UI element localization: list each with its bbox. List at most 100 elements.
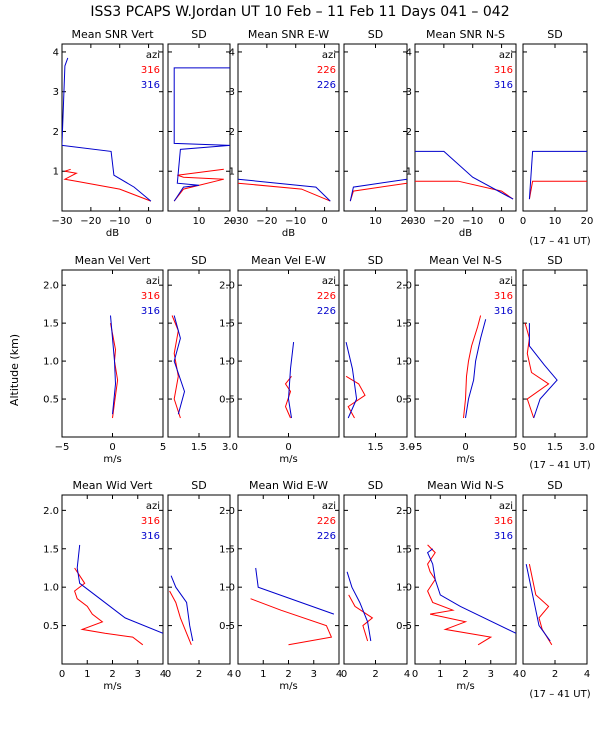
vel-n-s-series-blue (465, 319, 487, 419)
wid-n-s-main-x-tick-label: 4 (513, 669, 519, 680)
vel-n-s-main-x-tick-label: 5 (513, 442, 519, 453)
period-note-vel: (17 – 41 UT) (529, 460, 590, 471)
vel-e-w-sd-title: SD (368, 254, 383, 267)
wid-vert-main-x-tick-label: 1 (84, 669, 90, 680)
wid-n-s-azi-value-red: 316 (494, 516, 513, 527)
vel-e-w-sd-series-group (345, 341, 366, 419)
vel-n-s-sd-series-group (524, 322, 558, 419)
snr-n-s-sd-x-tick-label: 0 (520, 216, 526, 227)
panel-wid-vert: 0 1 2 3 4 0.5 1.0 1.5 2.0 Mean Wid Vert m/s azi 316 3… (43, 479, 233, 692)
vel-vert-main-x-tick-label: −5 (55, 442, 70, 453)
snr-e-w-sd-x-tick-label: 10 (369, 216, 382, 227)
snr-vert-series-group (62, 57, 152, 202)
vel-e-w-title: Mean Vel E-W (251, 254, 326, 267)
snr-vert-main-y-tick-label: 4 (53, 47, 59, 58)
snr-vert-sd-series-red (173, 168, 224, 202)
wid-e-w-sd-x-tick-label: 2 (372, 669, 378, 680)
snr-n-s-azi-value-blue: 316 (494, 80, 513, 91)
wid-vert-sd-series-group (169, 575, 194, 645)
vel-n-s-sd-title: SD (547, 254, 562, 267)
snr-n-s-sd-series-red (528, 180, 587, 200)
snr-e-w-sd-frame (343, 43, 408, 212)
snr-e-w-series-blue (238, 178, 331, 202)
snr-e-w-title: Mean SNR E-W (248, 28, 329, 41)
wid-n-s-main-y-tick-label: 1.5 (396, 544, 412, 555)
wid-e-w-main-x-tick-label: 3 (311, 669, 317, 680)
snr-e-w-sd-title: SD (368, 28, 383, 41)
snr-e-w-series-group (238, 178, 331, 202)
wid-e-w-sd-series-red (348, 594, 374, 642)
vel-vert-sd-series-blue (173, 315, 186, 415)
wid-n-s-sd-x-tick-label: 2 (552, 669, 558, 680)
wid-e-w-sd-x-tick-label: 4 (404, 669, 410, 680)
wid-vert-main-y-tick-label: 1.5 (43, 544, 59, 555)
wid-vert-main-y-tick-label: 2.0 (43, 506, 59, 517)
snr-e-w-x-label: dB (282, 228, 295, 239)
vel-e-w-azi-value-blue: 226 (317, 306, 336, 317)
wid-e-w-main-x-tick-label: 0 (235, 669, 241, 680)
vel-n-s-azi-value-blue: 316 (494, 306, 513, 317)
snr-n-s-main-x-tick-label: −30 (404, 216, 425, 227)
wid-n-s-main-x-tick-label: 0 (412, 669, 418, 680)
snr-e-w-main-x-tick-label: −10 (285, 216, 306, 227)
snr-e-w-main-frame (237, 43, 340, 212)
vel-e-w-x-label: m/s (279, 454, 297, 465)
vel-vert-sd-frame (167, 269, 231, 438)
wid-n-s-main-x-tick-label: 1 (437, 669, 443, 680)
snr-vert-sd-x-tick-label: 20 (224, 216, 237, 227)
snr-vert-main-y-tick-label: 3 (53, 87, 59, 98)
vel-e-w-sd-x-tick-label: 3.0 (399, 442, 415, 453)
wid-e-w-main-y-tick-label: 2.0 (219, 506, 235, 517)
snr-vert-title: Mean SNR Vert (71, 28, 154, 41)
snr-vert-main-x-tick-label: 0 (145, 216, 151, 227)
vel-n-s-main-y-tick-label: 0.5 (396, 395, 412, 406)
vel-n-s-sd-x-tick-label: 0 (520, 442, 526, 453)
wid-vert-main-x-tick-label: 3 (135, 669, 141, 680)
snr-n-s-main-x-tick-label: −20 (433, 216, 454, 227)
vel-vert-azi-value-red: 316 (141, 291, 160, 302)
snr-e-w-series-red (238, 182, 331, 202)
panel-vel-e-w: 0 0.5 1.0 1.5 2.0 Mean Vel E-W m/s azi 226 226 1.5… (219, 254, 415, 465)
vel-vert-sd-x-tick-label: 3.0 (222, 442, 238, 453)
snr-vert-main-x-tick-label: −10 (109, 216, 130, 227)
vel-n-s-x-label: m/s (456, 454, 474, 465)
vel-e-w-main-y-tick-label: 1.5 (219, 319, 235, 330)
snr-vert-series-blue (62, 57, 152, 202)
vel-n-s-main-x-tick-label: 0 (462, 442, 468, 453)
wid-vert-series-red (74, 567, 144, 646)
vel-vert-sd-series-group (171, 315, 186, 419)
vel-n-s-sd-x-tick-label: 1.5 (547, 442, 563, 453)
snr-n-s-sd-series-group (528, 150, 587, 200)
vel-vert-main-y-tick-label: 0.5 (43, 395, 59, 406)
vel-n-s-title: Mean Vel N-S (429, 254, 502, 267)
wid-e-w-x-label: m/s (279, 681, 297, 692)
panel-snr-vert: −30 −20 −10 0 1 2 3 4 Mean SNR Vert dB azi 316 316 10… (51, 28, 236, 239)
wid-n-s-x-label: m/s (456, 681, 474, 692)
wid-vert-azi-value-blue: 316 (141, 531, 160, 542)
wid-e-w-sd-title: SD (368, 479, 383, 492)
wid-n-s-sd-x-tick-label: 4 (584, 669, 590, 680)
vel-e-w-series-group (284, 342, 295, 419)
vel-n-s-sd-series-blue (528, 323, 558, 419)
snr-n-s-sd-frame (522, 43, 588, 212)
snr-vert-main-y-tick-label: 1 (53, 167, 59, 178)
snr-n-s-series-blue (415, 150, 514, 200)
wid-vert-sd-frame (167, 494, 231, 665)
wid-e-w-azi-value-red: 226 (317, 516, 336, 527)
snr-n-s-main-y-tick-label: 4 (406, 47, 412, 58)
wid-e-w-series-red (250, 598, 333, 646)
snr-e-w-main-y-tick-label: 4 (229, 47, 235, 58)
wid-vert-sd-x-tick-label: 0 (165, 669, 171, 680)
vel-vert-sd-x-tick-label: 1.5 (191, 442, 207, 453)
snr-vert-main-frame (61, 43, 164, 212)
wid-e-w-sd-x-tick-label: 0 (341, 669, 347, 680)
snr-vert-main-x-tick-label: −30 (51, 216, 72, 227)
wid-e-w-azi-label: azi (322, 501, 336, 512)
vel-n-s-main-x-tick-label: −5 (408, 442, 423, 453)
snr-n-s-title: Mean SNR N-S (426, 28, 505, 41)
vel-e-w-sd-frame (343, 269, 408, 438)
wid-e-w-series-blue (255, 567, 335, 615)
snr-n-s-main-y-tick-label: 2 (406, 127, 412, 138)
snr-n-s-series-group (415, 150, 514, 200)
vel-e-w-azi-value-red: 226 (317, 291, 336, 302)
